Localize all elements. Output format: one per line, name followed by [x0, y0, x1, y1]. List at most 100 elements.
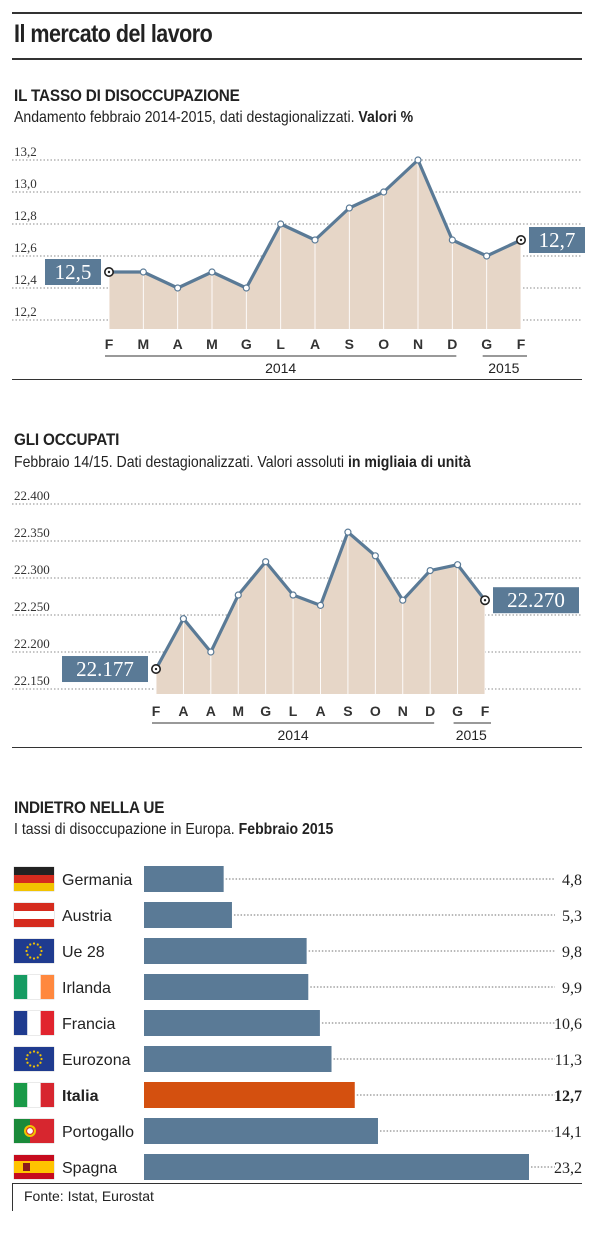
data-point: [345, 204, 353, 212]
x-tick-label: G: [260, 703, 271, 719]
y-tick-label: 12,8: [14, 208, 37, 223]
x-tick-label: O: [370, 703, 381, 719]
flag-band: [14, 1161, 54, 1173]
country-label: Portogallo: [62, 1124, 134, 1141]
subtitle-text: I tassi di disoccupazione in Europa.: [14, 821, 235, 838]
country-label: Austria: [62, 908, 112, 925]
bar-value-label: 14,1: [554, 1124, 582, 1141]
data-point: [380, 188, 388, 196]
data-point: [344, 528, 352, 536]
bar: [144, 902, 232, 928]
value-callout-box: [529, 227, 585, 253]
data-point: [234, 591, 242, 599]
value-callout-box: [62, 656, 148, 683]
data-point: [483, 252, 491, 260]
section-subtitle-unemployment: Andamento febbraio 2014-2015, dati desta…: [14, 109, 413, 127]
bar-value-label: 11,3: [555, 1052, 582, 1069]
flag-band: [14, 911, 54, 919]
flag-star: [40, 1057, 43, 1061]
data-point: [399, 596, 407, 604]
x-tick-label: S: [343, 703, 352, 719]
x-tick-label: L: [289, 703, 298, 719]
flag-band: [40, 975, 54, 999]
value-callout: 12,5: [55, 260, 92, 284]
y-tick-label: 12,6: [14, 240, 37, 255]
flag-star: [26, 953, 29, 956]
flag-star: [26, 1054, 29, 1057]
x-tick-label: G: [481, 336, 492, 352]
flag-star: [39, 953, 42, 956]
flag-star: [32, 1050, 36, 1053]
data-point: [414, 156, 422, 164]
bar-value-label: 4,8: [562, 872, 582, 889]
bar-row: Francia 10,6: [13, 1010, 582, 1036]
flag-band: [14, 867, 54, 875]
bar: [144, 974, 309, 1000]
x-tick-label: A: [173, 336, 183, 352]
bar: [144, 938, 307, 964]
flag-band: [14, 975, 28, 999]
data-point: [316, 601, 325, 609]
x-tick-label: S: [345, 336, 354, 352]
y-tick-label: 13,2: [14, 144, 37, 159]
bar: [144, 1118, 378, 1144]
flag-emblem: [23, 1163, 30, 1171]
flag-star: [29, 956, 32, 959]
data-point: [311, 236, 319, 244]
data-point: [277, 220, 285, 228]
y-tick-label: 12,2: [14, 304, 37, 319]
flag-italy: [13, 1082, 55, 1108]
data-point-center: [107, 270, 111, 274]
year-label: 2015: [488, 360, 519, 376]
x-tick-label: A: [310, 336, 320, 352]
top-rule: [12, 12, 582, 14]
data-point-center: [483, 599, 487, 602]
flag-band: [40, 1011, 54, 1035]
flag-star: [36, 1051, 39, 1054]
data-point: [448, 236, 456, 244]
eu-bar-chart: Germania 4,8 Austria 5,3 Ue 28 9,8 Irlanda 9,9 F…: [13, 866, 582, 1180]
flag-band: [14, 1083, 28, 1107]
x-tick-label: M: [206, 336, 218, 352]
data-point: [453, 561, 462, 569]
value-callout-box: [493, 587, 579, 614]
data-point: [207, 648, 215, 656]
flag-star: [36, 956, 39, 959]
subtitle-text: Andamento febbraio 2014-2015, dati desta…: [14, 109, 355, 126]
flag-eu: [13, 938, 55, 964]
flag-star: [26, 1061, 29, 1064]
bar-row: Germania 4,8: [13, 866, 582, 892]
x-tick-label: A: [315, 703, 325, 719]
value-callout: 22.177: [76, 657, 134, 681]
y-tick-label: 22.200: [14, 636, 50, 651]
bar-row: Spagna 23,2: [13, 1154, 582, 1180]
flag-star: [40, 949, 43, 953]
bar-value-label: 9,9: [562, 980, 582, 997]
data-point: [242, 284, 250, 292]
x-tick-label: D: [425, 703, 435, 719]
bar: [144, 1154, 529, 1180]
data-point: [371, 552, 379, 560]
year-label: 2015: [456, 727, 487, 743]
flag-star: [29, 1051, 32, 1054]
flag-star: [36, 943, 39, 946]
bar-row: Ue 28 9,8: [13, 938, 582, 964]
subtitle-bold: in migliaia di unità: [347, 454, 471, 471]
flag-star: [32, 1065, 36, 1068]
section-title-eu: INDIETRO NELLA UE: [14, 798, 165, 817]
country-label: Italia: [62, 1088, 99, 1105]
section-subtitle-employed: Febbraio 14/15. Dati destagionalizzati. …: [14, 454, 471, 472]
country-label: Ue 28: [62, 944, 105, 961]
y-tick-label: 12,4: [14, 272, 37, 287]
x-tick-label: O: [378, 336, 389, 352]
subtitle-bold: Valori %: [358, 109, 414, 126]
x-tick-label: A: [206, 703, 216, 719]
bar: [144, 1046, 332, 1072]
flag-eu: [13, 1046, 55, 1072]
flag-portugal: [13, 1118, 55, 1144]
flag-ireland: [13, 974, 55, 1000]
flag-band: [27, 975, 41, 999]
y-tick-label: 22.250: [14, 599, 50, 614]
flag-star: [25, 949, 28, 953]
data-point: [426, 566, 434, 575]
